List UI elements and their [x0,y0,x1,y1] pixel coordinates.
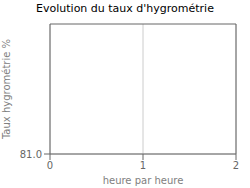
svg-text:0: 0 [47,160,53,171]
svg-text:heure par heure: heure par heure [103,175,184,186]
svg-text:2: 2 [233,160,239,171]
svg-text:Taux hygrométrie %: Taux hygrométrie % [8,39,12,140]
svg-text:1: 1 [140,160,146,171]
svg-text:81.0: 81.0 [20,149,42,160]
html-text:Evolution du taux d'hygrométri: Evolution du taux d'hygrométrie [36,2,214,15]
